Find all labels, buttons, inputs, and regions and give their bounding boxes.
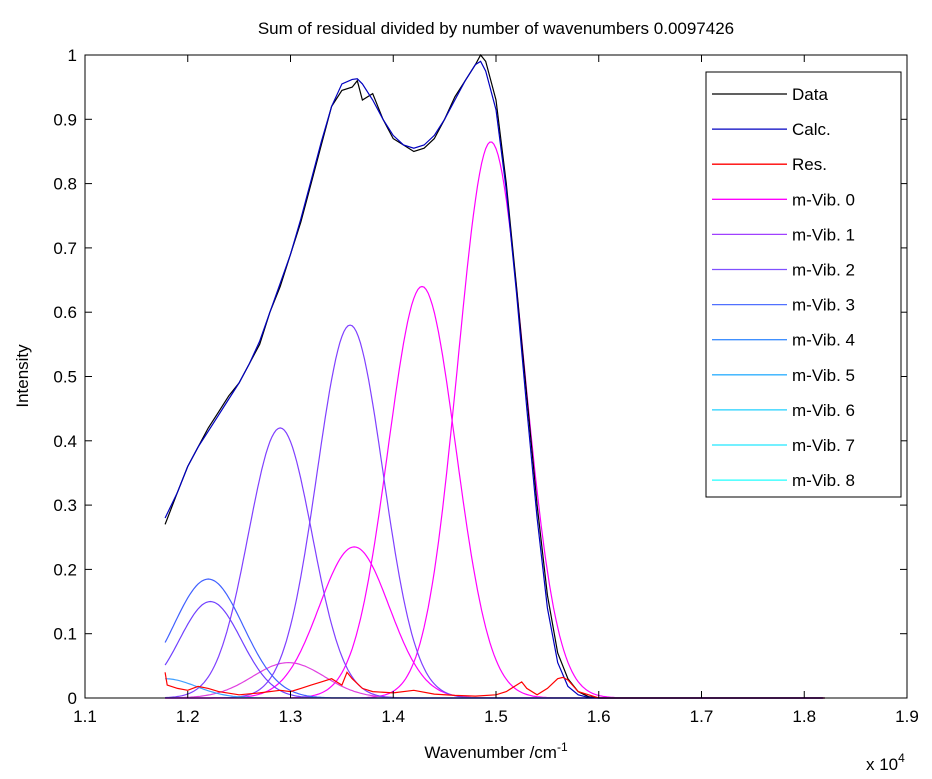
x-multiplier-exp: 4: [898, 751, 905, 765]
legend-label-m-vib-6: m-Vib. 6: [792, 401, 855, 420]
x-tick-label: 1.5: [484, 707, 508, 726]
y-tick-label: 0.7: [53, 239, 77, 258]
legend-label-m-vib-0: m-Vib. 0: [792, 190, 855, 209]
x-tick-label: 1.1: [73, 707, 97, 726]
legend-label-m-vib-1: m-Vib. 1: [792, 225, 855, 244]
x-axis-label-sup: -1: [557, 740, 568, 754]
x-tick-label: 1.7: [690, 707, 714, 726]
y-axis: 0 0.1 0.2 0.3 0.4 0.5 0.6 0.7 0.8 0.9 1: [53, 46, 907, 708]
x-tick-label: 1.6: [587, 707, 611, 726]
x-axis-multiplier: x 104: [866, 751, 905, 774]
y-tick-label: 0.8: [53, 175, 77, 194]
y-tick-label: 0.3: [53, 496, 77, 515]
chart-title: Sum of residual divided by number of wav…: [258, 19, 734, 38]
x-tick-label: 1.2: [176, 707, 200, 726]
y-tick-label: 1: [68, 46, 77, 65]
x-multiplier-base: x 10: [866, 755, 898, 774]
y-tick-label: 0.9: [53, 110, 77, 129]
series-line-calc: [164, 60, 825, 699]
legend-box: [705, 71, 902, 498]
x-tick-label: 1.4: [381, 707, 405, 726]
y-tick-label: 0.1: [53, 625, 77, 644]
legend-label-m-vib-8: m-Vib. 8: [792, 471, 855, 490]
x-tick-label: 1.3: [279, 707, 303, 726]
x-tick-label: 1.9: [895, 707, 919, 726]
y-tick-label: 0.5: [53, 368, 77, 387]
x-axis: 1.1 1.2 1.3 1.4 1.5 1.6 1.7 1.8 1.9: [73, 55, 919, 726]
y-tick-label: 0.2: [53, 560, 77, 579]
legend-label-m-vib-7: m-Vib. 7: [792, 436, 855, 455]
series-line-res: [164, 671, 825, 699]
y-axis-label: Intensity: [13, 344, 32, 408]
y-tick-label: 0: [68, 689, 77, 708]
legend-label-res: Res.: [792, 155, 827, 174]
legend-label-m-vib-2: m-Vib. 2: [792, 261, 855, 280]
x-tick-label: 1.8: [792, 707, 816, 726]
legend-label-calc: Calc.: [792, 120, 831, 139]
y-tick-label: 0.6: [53, 303, 77, 322]
legend: Data Calc. Res. m-Vib. 0 m-Vib. 1 m-Vib. 2 m-V…: [705, 71, 902, 498]
legend-label-data: Data: [792, 85, 828, 104]
legend-items: Data Calc. Res. m-Vib. 0 m-Vib. 1 m-Vib. 2 m-V…: [712, 85, 855, 490]
y-tick-label: 0.4: [53, 432, 77, 451]
legend-label-m-vib-5: m-Vib. 5: [792, 366, 855, 385]
x-axis-label: Wavenumber /cm-1: [424, 740, 568, 762]
x-axis-label-base: Wavenumber /cm: [424, 743, 557, 762]
legend-label-m-vib-3: m-Vib. 3: [792, 296, 855, 315]
legend-label-m-vib-4: m-Vib. 4: [792, 331, 855, 350]
